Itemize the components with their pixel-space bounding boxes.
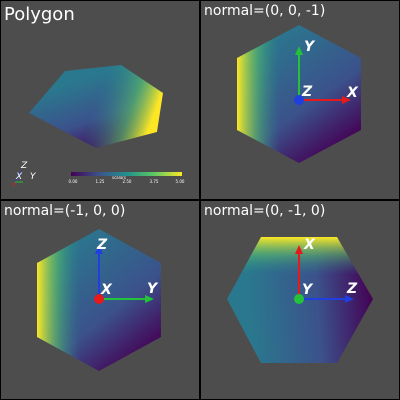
widget-y-label: Y: [30, 172, 37, 182]
center-axis-dot: [94, 294, 104, 304]
hexagon-view: Z X Y: [227, 237, 373, 363]
scalar-tick: 1.25: [96, 179, 105, 184]
orientation-widget: Z X Y: [12, 161, 37, 187]
center-axis-label: Y: [302, 282, 314, 298]
viewport-polygon[interactable]: Z X Y scalars 0.00 1.25 2.50 3.75 5.00 P…: [1, 1, 199, 199]
center-axis-label: X: [100, 282, 113, 298]
center-axis-dot: [294, 294, 304, 304]
widget-x-label: X: [15, 172, 23, 182]
scalar-bar-title: scalars: [112, 175, 126, 180]
hexagon-view: X Y Z: [237, 25, 361, 163]
h-axis-label: Z: [346, 281, 358, 297]
center-axis-dot: [294, 95, 304, 105]
panel-title: normal=(-1, 0, 0): [4, 203, 126, 219]
h-axis-label: Y: [147, 281, 159, 297]
scalar-bar: scalars 0.00 1.25 2.50 3.75 5.00: [69, 172, 185, 184]
panel-title: normal=(0, -1, 0): [204, 203, 326, 219]
scalar-tick: 3.75: [150, 179, 159, 184]
v-axis-label: X: [303, 237, 316, 253]
scalar-bar-gradient: [71, 172, 182, 176]
panel-title: Polygon: [4, 4, 75, 25]
widget-z-label: Z: [20, 161, 28, 171]
center-axis-label: Z: [301, 84, 313, 100]
scalar-tick: 5.00: [176, 179, 185, 184]
v-axis-label: Z: [96, 237, 108, 253]
polygon-highlight: [29, 65, 163, 148]
viewport-normal-x[interactable]: Y Z X normal=(-1, 0, 0): [1, 201, 199, 399]
viewport-normal-y[interactable]: Z X Y normal=(0, -1, 0): [201, 201, 399, 399]
hexagon-view: Y Z X: [37, 229, 161, 371]
scalar-tick: 0.00: [69, 179, 78, 184]
v-axis-label: Y: [304, 39, 316, 55]
viewport-normal-z[interactable]: X Y Z normal=(0, 0, -1): [201, 1, 399, 199]
panel-title: normal=(0, 0, -1): [204, 3, 326, 19]
polygon-view: Z X Y scalars 0.00 1.25 2.50 3.75 5.00: [12, 65, 185, 187]
scalar-tick: 2.50: [123, 179, 132, 184]
h-axis-label: X: [346, 85, 359, 101]
